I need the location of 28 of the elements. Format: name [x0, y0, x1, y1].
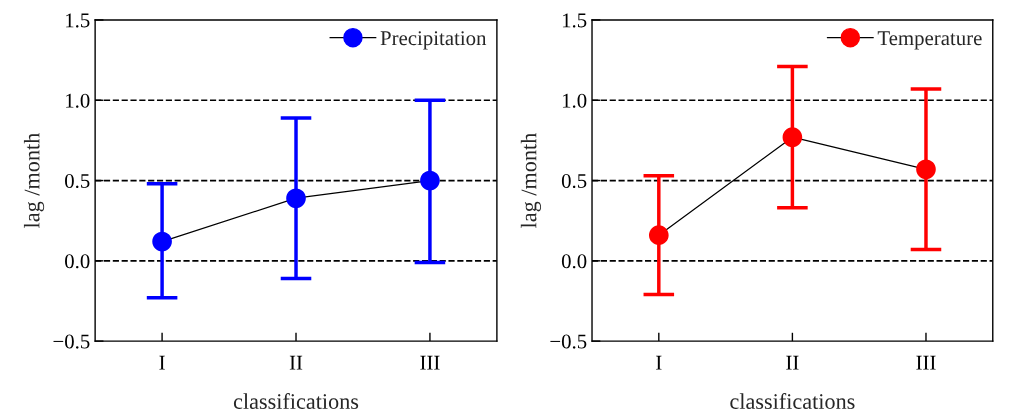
- x-tick-label: I: [656, 355, 662, 370]
- legend-label: Precipitation: [380, 31, 487, 50]
- y-tick-label: 0.5: [561, 173, 587, 189]
- x-tick-label: II: [786, 355, 799, 370]
- y-tick-label: −0.5: [53, 334, 90, 349]
- y-tick-label: 1.0: [562, 93, 587, 108]
- y-tick-label: −0.5: [550, 334, 587, 349]
- point: [420, 170, 440, 191]
- point: [152, 231, 172, 252]
- y-tick-label: 0.0: [65, 254, 90, 269]
- x-tick-label: II: [289, 355, 303, 370]
- x-axis-title: classifications: [730, 393, 855, 409]
- y-tick-label: 1.0: [66, 93, 90, 108]
- point: [782, 127, 803, 148]
- y-tick-label: 1.5: [562, 13, 587, 28]
- x-axis-title: classifications: [233, 393, 359, 409]
- point: [286, 188, 306, 209]
- y-tick-label: 1.5: [66, 13, 90, 28]
- point: [916, 159, 936, 180]
- y-axis-title: lag /month: [520, 133, 542, 228]
- legend-label: Temperature: [877, 31, 982, 50]
- x-tick-label: I: [159, 355, 165, 370]
- y-tick-label: 0.5: [65, 173, 90, 189]
- y-tick-label: 0.0: [561, 254, 587, 269]
- point: [648, 225, 669, 245]
- x-tick-label: III: [916, 355, 936, 370]
- x-tick-label: III: [420, 355, 440, 370]
- y-axis-title: lag /month: [23, 133, 45, 228]
